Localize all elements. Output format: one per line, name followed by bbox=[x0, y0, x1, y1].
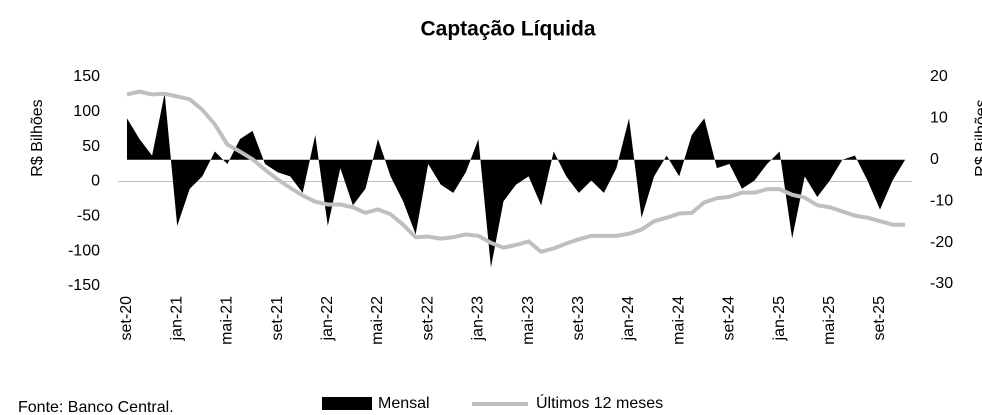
y-axis-title: R$ Bilhões bbox=[29, 99, 46, 176]
x-tick-label: mai-21 bbox=[219, 296, 236, 345]
y-tick-label: -150 bbox=[68, 277, 100, 294]
legend-label: Últimos 12 meses bbox=[536, 393, 663, 412]
x-tick-label: jan-24 bbox=[620, 296, 637, 342]
y2-tick-label: 10 bbox=[930, 110, 948, 127]
line bbox=[126, 89, 906, 254]
x-tick-label: set-20 bbox=[118, 296, 135, 341]
y2-axis-title: R$ Bilhões bbox=[973, 99, 982, 176]
y2-tick-label: -30 bbox=[930, 275, 953, 292]
legend-label: Mensal bbox=[378, 395, 430, 412]
y2-tick-label: 20 bbox=[930, 68, 948, 85]
legend-swatch bbox=[322, 397, 372, 410]
x-tick-label: set-25 bbox=[871, 296, 888, 341]
y2-tick-label: -20 bbox=[930, 234, 953, 251]
x-tick-label: set-21 bbox=[269, 296, 286, 341]
y-tick-label: 150 bbox=[73, 68, 100, 85]
y-tick-label: 100 bbox=[73, 103, 100, 120]
y-tick-label: 50 bbox=[82, 138, 100, 155]
x-tick-label: jan-23 bbox=[470, 296, 487, 342]
chart-title: Captação Líquida bbox=[420, 18, 595, 41]
x-tick-label: mai-25 bbox=[821, 296, 838, 345]
x-tick-label: mai-22 bbox=[369, 296, 386, 345]
y-tick-label: -50 bbox=[77, 208, 100, 225]
x-tick-label: mai-23 bbox=[520, 296, 537, 345]
y-tick-label: 0 bbox=[91, 173, 100, 190]
y2-tick-label: 0 bbox=[930, 151, 939, 168]
y2-tick-label: -10 bbox=[930, 192, 953, 209]
source-note: Fonte: Banco Central. bbox=[18, 399, 174, 415]
area bbox=[127, 93, 906, 268]
x-tick-label: jan-25 bbox=[771, 296, 788, 342]
x-tick-label: set-22 bbox=[419, 296, 436, 341]
x-tick-label: mai-24 bbox=[670, 296, 687, 345]
y-tick-label: -100 bbox=[68, 242, 100, 259]
x-tick-label: set-24 bbox=[721, 296, 738, 341]
x-tick-label: jan-21 bbox=[168, 296, 185, 342]
x-tick-label: jan-22 bbox=[319, 296, 336, 342]
x-tick-label: set-23 bbox=[570, 296, 587, 341]
